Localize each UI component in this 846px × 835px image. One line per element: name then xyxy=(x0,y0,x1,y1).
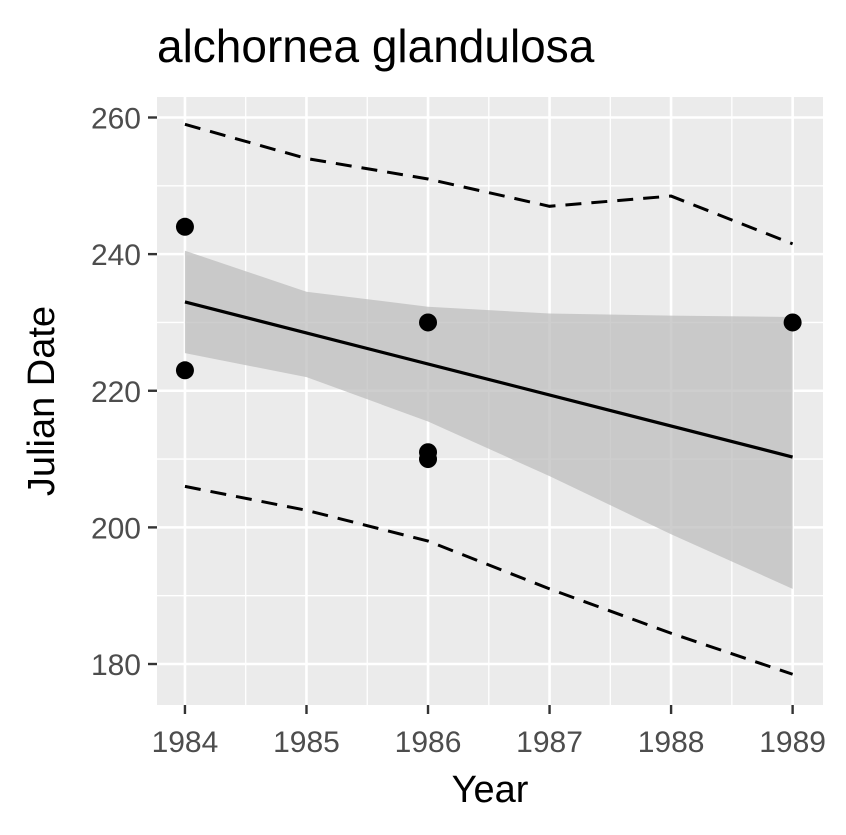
confidence-band-layer xyxy=(184,250,793,589)
fit-line-layer xyxy=(184,300,794,459)
x-tick-label: 1988 xyxy=(638,726,705,759)
y-axis-title: Julian Date xyxy=(21,306,63,496)
y-axis: 180 200 220 240 260 xyxy=(91,102,157,682)
prediction-lower-line xyxy=(184,484,794,676)
confidence-band xyxy=(184,250,793,589)
chart-title: alchornea glandulosa xyxy=(157,20,595,72)
fit-line xyxy=(184,300,794,459)
prediction-upper-line xyxy=(184,122,794,246)
y-tick-label: 260 xyxy=(91,102,141,135)
y-tick-label: 200 xyxy=(91,512,141,545)
x-tick-label: 1984 xyxy=(152,726,219,759)
data-point xyxy=(783,313,802,332)
y-tick-label: 240 xyxy=(91,239,141,272)
y-tick-label: 220 xyxy=(91,376,141,409)
x-axis: 1984 1985 1986 1987 1988 1989 xyxy=(152,705,826,759)
data-points xyxy=(175,217,802,469)
x-tick-label: 1987 xyxy=(516,726,583,759)
x-axis-title: Year xyxy=(452,769,529,811)
y-tick-label: 180 xyxy=(91,649,141,682)
data-point xyxy=(175,217,194,236)
x-tick-label: 1989 xyxy=(759,726,826,759)
x-tick-label: 1986 xyxy=(395,726,462,759)
data-point xyxy=(419,450,438,469)
data-point xyxy=(419,313,438,332)
prediction-interval-layer xyxy=(184,122,794,676)
x-tick-label: 1985 xyxy=(273,726,340,759)
data-point xyxy=(175,361,194,380)
